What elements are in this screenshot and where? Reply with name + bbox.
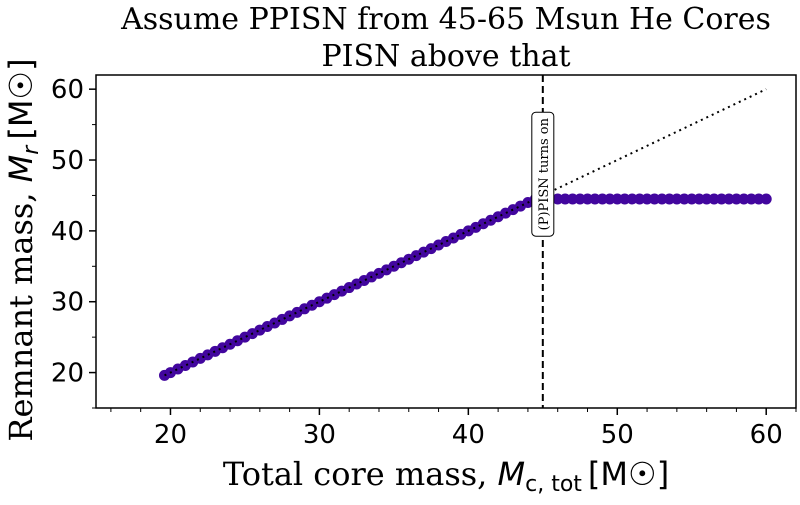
axis-ticks: 20 30 40 50 60 20 30 40 50 60 <box>51 75 797 450</box>
annotation-box <box>531 111 555 237</box>
y-tick-label: 60 <box>51 75 84 105</box>
annotation: (P)PISN turns on <box>531 111 555 237</box>
x-tick-label: 60 <box>750 420 783 450</box>
y-tick-label: 20 <box>51 359 84 389</box>
y-tick-label: 40 <box>51 217 84 247</box>
y-axis-label: Remnant mass, Mr[M☉] <box>2 58 44 441</box>
x-axis-label: Total core mass, Mc, tot [M☉] <box>223 455 669 497</box>
data-point <box>760 193 772 205</box>
x-tick-label: 20 <box>154 420 187 450</box>
x-tick-label: 50 <box>601 420 634 450</box>
x-tick-label: 30 <box>303 420 336 450</box>
reference-line <box>164 88 767 377</box>
chart-title-line2: PISN above that <box>321 39 570 74</box>
y-tick-label: 30 <box>51 288 84 318</box>
y-tick-label: 50 <box>51 146 84 176</box>
annotation-text: (P)PISN turns on <box>537 117 552 230</box>
x-tick-label: 40 <box>452 420 485 450</box>
chart-title-line1: Assume PPISN from 45-65 Msun He Cores <box>120 2 771 37</box>
axes-frame <box>95 74 797 409</box>
plot-area: (P)PISN turns on <box>159 75 772 408</box>
